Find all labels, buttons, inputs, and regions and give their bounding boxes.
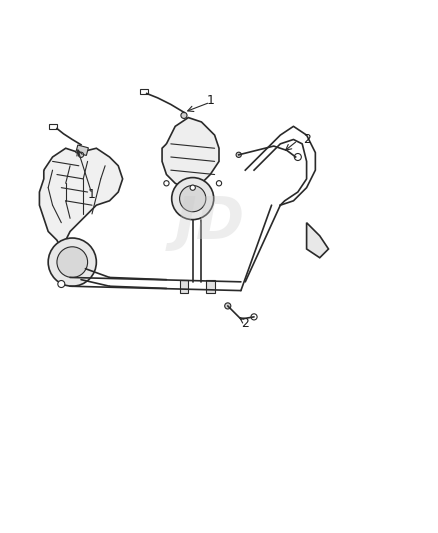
- Circle shape: [236, 152, 241, 157]
- Text: 1: 1: [206, 94, 214, 107]
- Circle shape: [164, 181, 169, 186]
- Circle shape: [58, 280, 65, 287]
- Circle shape: [172, 177, 214, 220]
- Circle shape: [225, 303, 231, 309]
- Bar: [49, 124, 57, 130]
- Circle shape: [181, 112, 187, 118]
- Circle shape: [48, 238, 96, 286]
- Bar: [206, 280, 215, 293]
- Circle shape: [57, 247, 88, 278]
- Text: 2: 2: [303, 133, 311, 146]
- Bar: [76, 145, 88, 156]
- PathPatch shape: [39, 148, 123, 249]
- Circle shape: [251, 314, 257, 320]
- Circle shape: [190, 185, 195, 190]
- Circle shape: [180, 185, 206, 212]
- PathPatch shape: [162, 118, 219, 188]
- Bar: [180, 280, 188, 293]
- Bar: [140, 89, 148, 94]
- Circle shape: [294, 154, 301, 160]
- Circle shape: [78, 152, 84, 157]
- Text: JD: JD: [175, 194, 245, 251]
- PathPatch shape: [307, 223, 328, 258]
- Circle shape: [216, 181, 222, 186]
- Text: 1: 1: [88, 188, 96, 201]
- Text: 2: 2: [241, 317, 249, 330]
